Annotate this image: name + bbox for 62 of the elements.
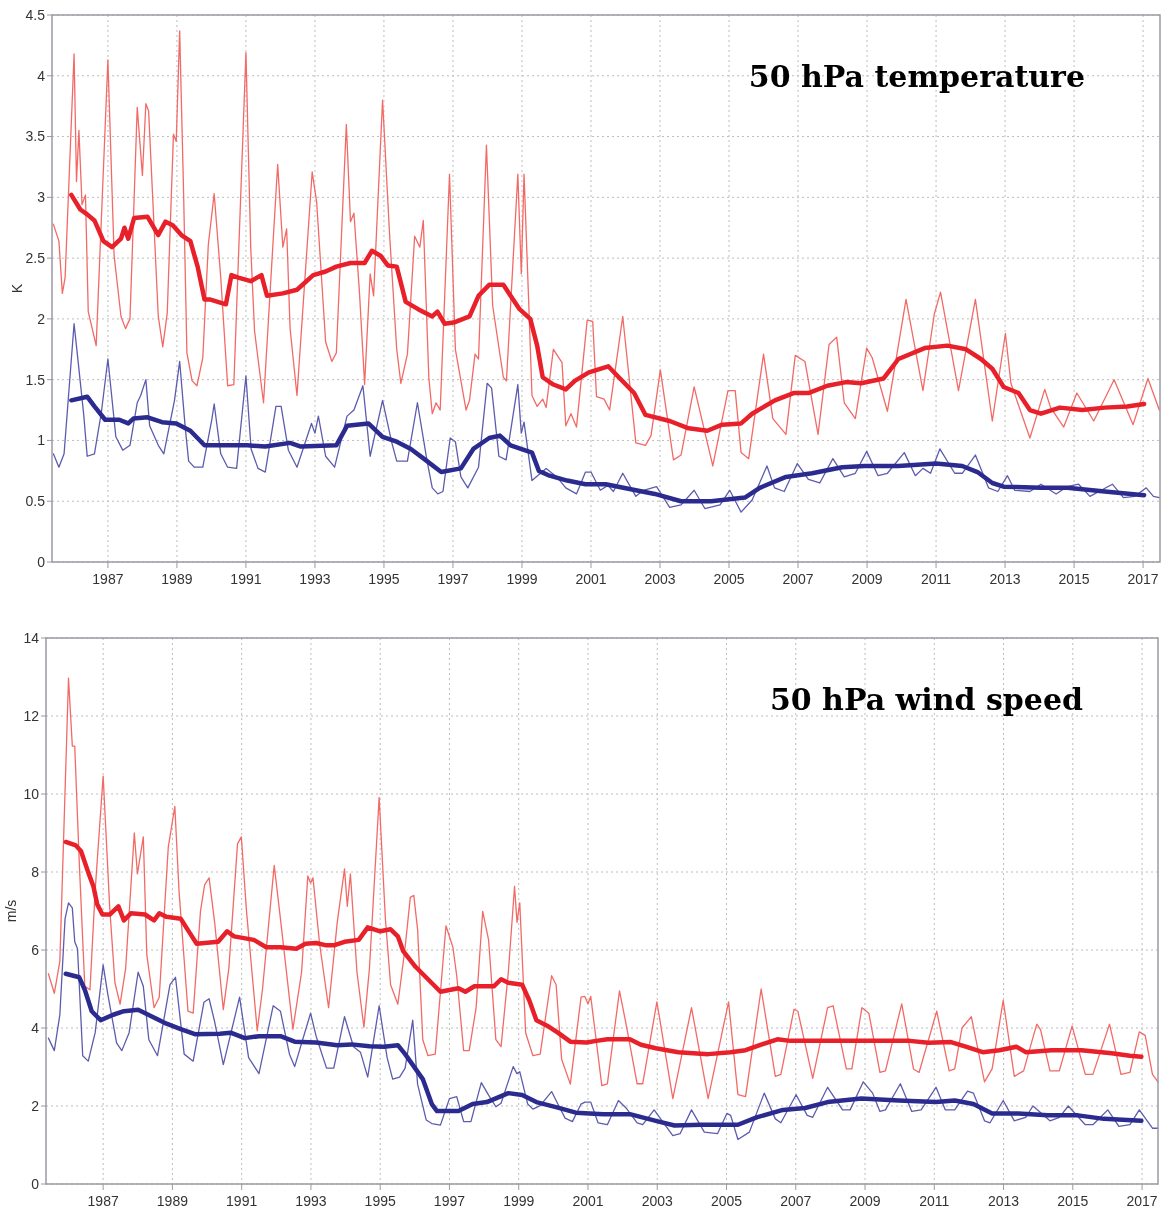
y-tick-label: 3.5: [25, 128, 46, 145]
y-tick-label: 0: [37, 553, 46, 570]
line-series: [63, 839, 1144, 1060]
y-tick-label: 4: [37, 67, 46, 84]
x-tick-label: 2009: [849, 1193, 881, 1209]
y-tick-label: 14: [23, 629, 40, 646]
x-tick-label: 1991: [226, 1193, 258, 1209]
x-tick-label: 2017: [1127, 571, 1159, 587]
x-tick-label: 2011: [919, 1193, 950, 1209]
x-tick-label: 1997: [433, 1193, 466, 1209]
x-tick-label: 2007: [782, 571, 814, 587]
x-tick-label: 1989: [161, 571, 193, 587]
y-tick-label: 2: [37, 310, 46, 327]
x-tick-label: 2001: [575, 571, 607, 587]
x-tick-label: 2005: [713, 571, 745, 587]
x-tick-label: 2011: [921, 571, 952, 587]
y-tick-label: 4.5: [25, 6, 46, 23]
text: 50 hPa temperature: [748, 59, 1085, 94]
y-tick-label: 0: [31, 1175, 40, 1192]
x-tick-label: 1993: [299, 571, 331, 587]
x-tick-label: 2013: [989, 571, 1021, 587]
y-tick-label: 6: [31, 941, 40, 958]
y-tick-label: 3: [37, 189, 46, 206]
line-series: [69, 192, 1147, 433]
x-tick-label: 1989: [156, 1193, 189, 1209]
x-tick-label: 1987: [87, 1193, 119, 1209]
y-tick-label: 4: [31, 1019, 40, 1036]
y-axis-title: m/s: [3, 899, 19, 923]
x-tick-label: 1991: [230, 571, 262, 587]
y-tick-label: 0.5: [25, 493, 46, 510]
y-tick-label: 12: [23, 707, 40, 724]
y-tick-label: 8: [31, 863, 40, 880]
line-series: [52, 30, 1160, 467]
y-tick-label: 2: [31, 1097, 40, 1114]
line-series: [69, 394, 1147, 504]
x-tick-label: 2009: [851, 571, 883, 587]
x-tick-label: 1997: [437, 571, 469, 587]
x-tick-label: 2007: [780, 1193, 812, 1209]
x-tick-label: 2013: [987, 1193, 1020, 1209]
y-tick-label: 1.5: [25, 371, 46, 388]
line-series: [52, 323, 1160, 513]
line-series: [47, 677, 1159, 1100]
x-tick-label: 1993: [295, 1193, 327, 1209]
line-series: [47, 902, 1159, 1141]
x-tick-label: 2001: [572, 1193, 604, 1209]
x-tick-label: 1999: [503, 1193, 535, 1209]
y-tick-label: 1: [37, 432, 46, 449]
y-tick-label: 10: [23, 785, 40, 802]
x-tick-label: 2005: [710, 1193, 743, 1209]
x-tick-label: 2015: [1058, 571, 1090, 587]
x-tick-label: 1995: [368, 571, 400, 587]
x-tick-label: 1999: [506, 571, 538, 587]
x-tick-label: 2003: [644, 571, 676, 587]
y-tick-label: 2.5: [25, 250, 46, 267]
x-tick-label: 2003: [641, 1193, 674, 1209]
text: 50 hPa wind speed: [769, 682, 1084, 717]
line-series: [63, 971, 1144, 1128]
y-axis-title: K: [9, 283, 25, 294]
x-tick-label: 2017: [1126, 1193, 1158, 1209]
x-tick-label: 2015: [1057, 1193, 1089, 1209]
x-tick-label: 1987: [92, 571, 124, 587]
x-tick-label: 1995: [364, 1193, 396, 1209]
